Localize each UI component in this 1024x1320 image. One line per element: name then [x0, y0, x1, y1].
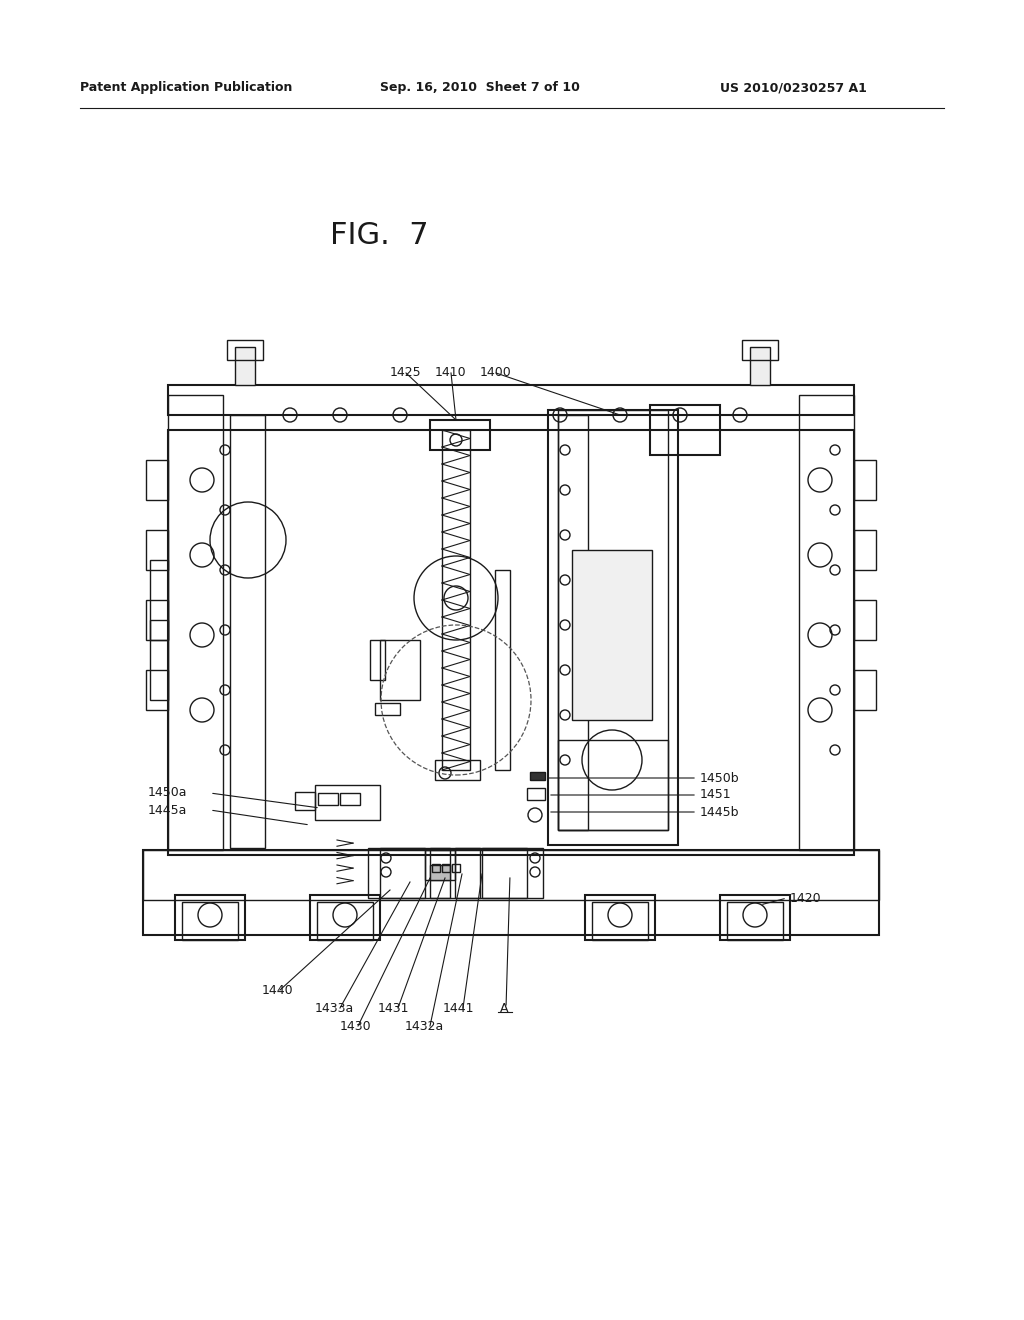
Bar [430, 847, 450, 898]
Bar [143, 850, 879, 935]
Text: 1450b: 1450b [700, 771, 739, 784]
Text: 1431: 1431 [378, 1002, 410, 1015]
Bar [432, 865, 440, 873]
Bar [168, 385, 854, 414]
Bar [548, 411, 678, 845]
Text: 1445b: 1445b [700, 805, 739, 818]
Text: 1420: 1420 [790, 891, 821, 904]
Bar [295, 792, 315, 810]
Bar [146, 671, 168, 710]
Text: 1440: 1440 [262, 983, 294, 997]
Bar [750, 347, 770, 385]
Bar [430, 420, 490, 450]
Bar [150, 560, 168, 640]
Bar [318, 793, 338, 805]
Bar [227, 341, 263, 360]
Bar [375, 704, 400, 715]
Bar [527, 788, 545, 800]
Bar [854, 531, 876, 570]
Bar [455, 847, 480, 898]
Text: 1430: 1430 [340, 1019, 372, 1032]
Bar [368, 847, 543, 898]
Bar [742, 341, 778, 360]
Text: Patent Application Publication: Patent Application Publication [80, 82, 293, 95]
Bar [425, 850, 455, 880]
Bar [380, 847, 425, 898]
Bar [482, 847, 527, 898]
Text: 1451: 1451 [700, 788, 731, 801]
Text: FIG.  7: FIG. 7 [330, 220, 429, 249]
Bar [150, 620, 168, 700]
Bar [430, 865, 450, 880]
Bar [854, 459, 876, 500]
Bar [558, 411, 668, 830]
Bar [310, 895, 380, 940]
Text: Sep. 16, 2010  Sheet 7 of 10: Sep. 16, 2010 Sheet 7 of 10 [380, 82, 580, 95]
Bar [572, 550, 652, 719]
Bar [168, 430, 854, 855]
Bar [442, 430, 470, 770]
Text: 1410: 1410 [435, 367, 467, 380]
Bar [146, 459, 168, 500]
Bar [370, 640, 385, 680]
Bar [650, 405, 720, 455]
Bar [452, 865, 460, 873]
Bar [799, 395, 854, 850]
Bar [175, 895, 245, 940]
Text: US 2010/0230257 A1: US 2010/0230257 A1 [720, 82, 867, 95]
Text: 1400: 1400 [480, 367, 512, 380]
Bar [317, 902, 373, 940]
Bar [530, 772, 545, 780]
Text: 1433a: 1433a [315, 1002, 354, 1015]
Bar [558, 741, 668, 830]
Bar [495, 570, 510, 770]
Bar [146, 531, 168, 570]
Text: A: A [500, 1002, 509, 1015]
Bar [230, 414, 265, 847]
Text: 1432a: 1432a [406, 1019, 444, 1032]
Bar [720, 895, 790, 940]
Bar [592, 902, 648, 940]
Bar [380, 640, 420, 700]
Text: 1441: 1441 [443, 1002, 474, 1015]
Bar [182, 902, 238, 940]
Bar [558, 414, 588, 830]
Bar [146, 601, 168, 640]
Text: 1425: 1425 [390, 367, 422, 380]
Bar [854, 601, 876, 640]
Bar [168, 395, 223, 850]
Bar [143, 850, 879, 900]
Bar [234, 347, 255, 385]
Bar [854, 671, 876, 710]
Bar [585, 895, 655, 940]
Text: 1445a: 1445a [148, 804, 187, 817]
Text: 1450a: 1450a [148, 787, 187, 800]
Bar [315, 785, 380, 820]
Bar [442, 865, 450, 873]
Bar [340, 793, 360, 805]
Bar [727, 902, 783, 940]
Bar [435, 760, 480, 780]
